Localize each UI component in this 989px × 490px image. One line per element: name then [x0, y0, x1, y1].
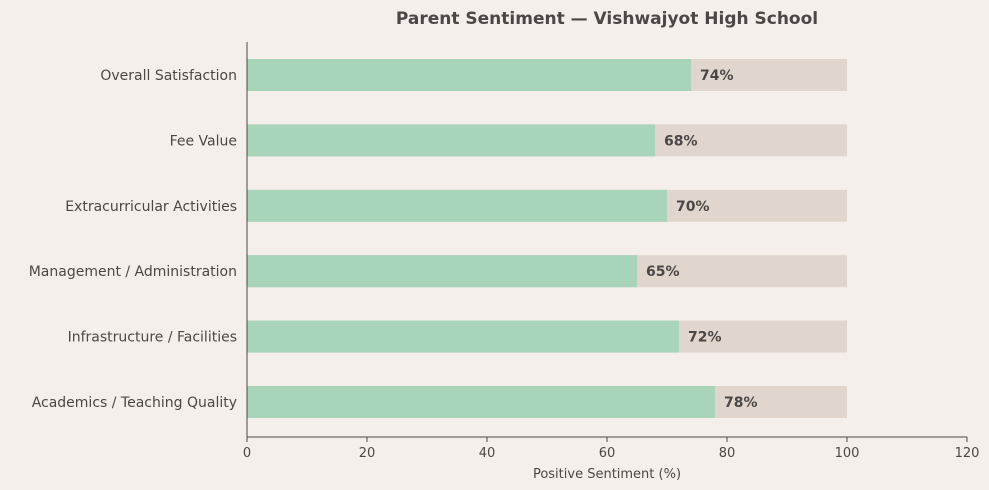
data-labels: 74% 68% 70% 65% 72% 78% [646, 68, 758, 411]
bars [247, 59, 715, 418]
data-label: 74% [700, 68, 734, 84]
x-tick-label: 100 [835, 446, 860, 461]
background-bars [247, 59, 847, 418]
data-label: 72% [688, 330, 722, 346]
category-label: Management / Administration [29, 264, 237, 280]
bar-academics-teaching-quality [247, 386, 715, 418]
data-label: 78% [724, 395, 758, 411]
bar-fee-value [247, 124, 655, 157]
bar-management-administration [247, 255, 637, 288]
x-axis-label: Positive Sentiment (%) [533, 467, 681, 482]
category-label: Extracurricular Activities [65, 199, 237, 215]
category-label: Overall Satisfaction [100, 68, 237, 84]
x-axis-ticks: 0 20 40 60 80 100 120 [243, 437, 980, 461]
bar-overall-satisfaction [247, 59, 691, 91]
bar-infrastructure-facilities [247, 320, 679, 353]
bar-extracurricular-activities [247, 189, 667, 222]
chart-title: Parent Sentiment — Vishwajyot High Schoo… [396, 9, 818, 29]
axes [246, 42, 967, 438]
x-tick-label: 20 [359, 446, 376, 461]
data-label: 68% [664, 133, 698, 149]
data-label: 65% [646, 264, 680, 280]
category-label: Academics / Teaching Quality [32, 395, 237, 411]
category-label: Infrastructure / Facilities [68, 330, 237, 346]
x-tick-label: 0 [243, 446, 251, 461]
category-label: Fee Value [170, 133, 237, 149]
x-tick-label: 40 [479, 446, 496, 461]
x-tick-label: 80 [719, 446, 736, 461]
x-tick-label: 120 [955, 446, 980, 461]
x-tick-label: 60 [599, 446, 616, 461]
category-labels: Overall Satisfaction Fee Value Extracurric… [29, 68, 237, 411]
data-label: 70% [676, 199, 710, 215]
